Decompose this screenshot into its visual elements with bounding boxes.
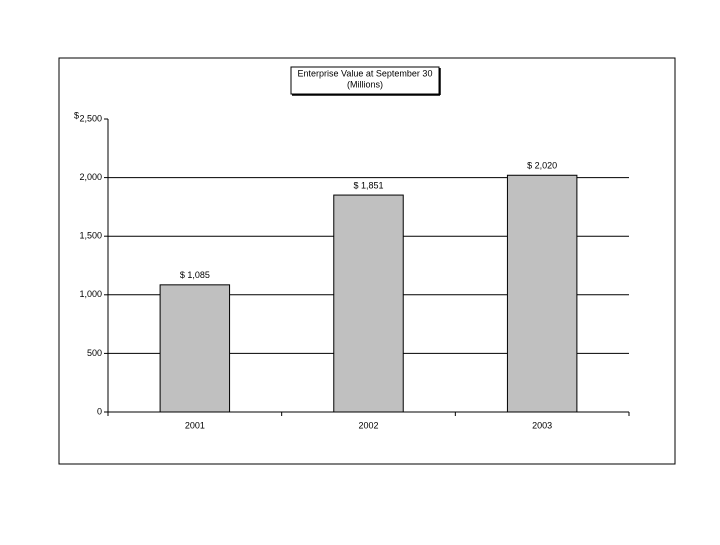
y-tick-label: 0: [97, 406, 102, 416]
bar: [506, 174, 578, 413]
chart-subtitle: (Millions): [347, 79, 383, 89]
title-box: [290, 66, 440, 95]
y-tick-label: 2,500: [79, 113, 102, 123]
y-tick-label: 1,000: [79, 289, 102, 299]
y-tick-label: 1,500: [79, 231, 102, 241]
chart-title: Enterprise Value at September 30: [298, 68, 433, 78]
y-axis-label: $: [74, 110, 79, 120]
value-label: $ 1,851: [353, 180, 383, 190]
x-tick-label: 2003: [532, 420, 552, 430]
bar: [333, 194, 404, 413]
x-tick-label: 2002: [358, 420, 378, 430]
x-tick-label: 2001: [185, 420, 205, 430]
y-tick-label: 500: [87, 348, 102, 358]
value-label: $ 1,085: [180, 270, 210, 280]
value-label: $ 2,020: [527, 161, 557, 171]
y-tick-label: 2,000: [79, 172, 102, 182]
bar: [159, 284, 231, 413]
